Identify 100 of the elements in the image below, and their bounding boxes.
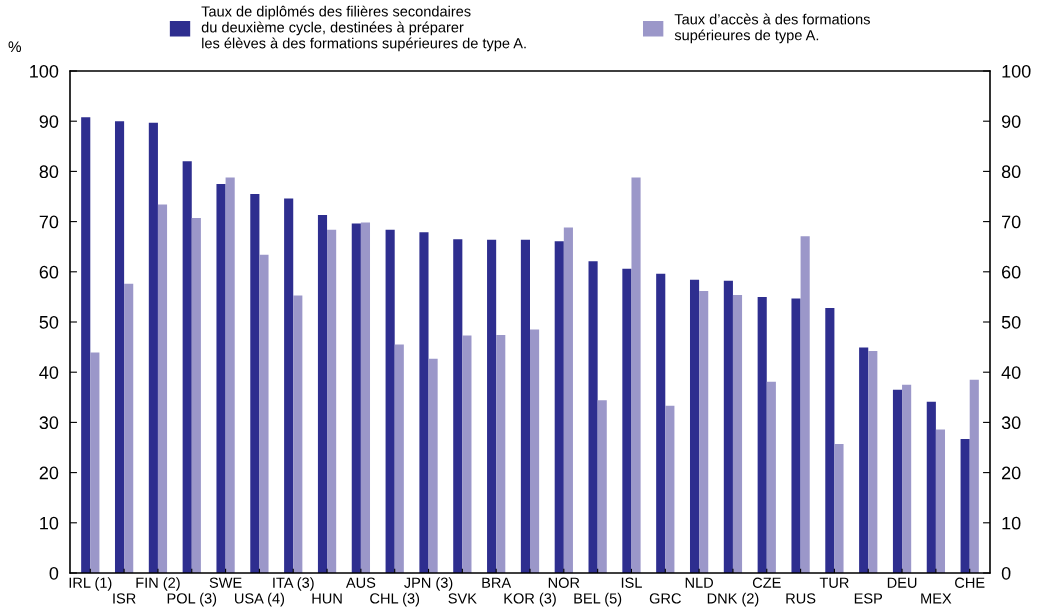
x-tick-label: ESP (854, 593, 883, 604)
legend-label: Taux d’accès à des formations supérieures de type A. (674, 13, 870, 44)
y2-tick-label: 100 (1002, 64, 1031, 78)
bar (90, 352, 100, 573)
y-tick-label: 40 (39, 366, 59, 379)
bar (360, 222, 371, 573)
bar (114, 121, 125, 573)
y2-tick-label: 30 (1001, 416, 1021, 430)
bar (124, 283, 134, 573)
y2-tick-label: 20 (1002, 466, 1021, 480)
bar (699, 290, 709, 573)
x-tick-label: JPN (3) (404, 577, 453, 591)
y2-tick-label: 90 (1001, 115, 1021, 128)
bar (892, 389, 903, 573)
bar (859, 347, 869, 573)
legend-label: Taux de diplômés des filières secondaires du deuxième cycle, destinées à préparer les élèves à des formations supérieures de type A. (201, 5, 526, 52)
x-tick-label: NOR (548, 577, 580, 588)
bar (732, 294, 743, 573)
x-tick-label: HUN (312, 593, 342, 604)
bar (926, 401, 936, 573)
bar (935, 429, 946, 573)
x-tick-label: BEL (5) (574, 592, 622, 607)
x-tick-label: NLD (685, 577, 714, 588)
x-tick-label: ISR (113, 593, 136, 604)
bar (250, 193, 260, 573)
bar (453, 239, 463, 573)
bar (351, 223, 361, 573)
x-tick-label: AUS (345, 577, 376, 588)
y-tick-label: 30 (39, 416, 59, 430)
bar (689, 279, 700, 573)
y2-tick-label: 50 (1001, 315, 1021, 329)
bar (317, 215, 328, 573)
bar (597, 400, 607, 573)
x-tick-label: SVK (448, 593, 477, 604)
y2-tick-label: 60 (1002, 265, 1021, 279)
bar (259, 254, 269, 573)
y-tick-label: 20 (39, 466, 59, 480)
bar (225, 177, 235, 573)
x-tick-label: CHL (3) (370, 592, 420, 607)
x-tick-label: CHE (955, 577, 985, 588)
bar (394, 344, 404, 573)
x-tick-label: ITA (3) (273, 577, 314, 591)
bar (969, 379, 979, 573)
y-axis-title: % (8, 41, 22, 53)
y2-tick-label: 40 (1001, 366, 1021, 379)
bar (157, 204, 168, 573)
bar (293, 295, 303, 573)
bar (554, 241, 564, 573)
y-tick-label: 0 (49, 566, 59, 580)
bar (622, 268, 632, 573)
bar (428, 358, 438, 573)
bar (791, 298, 801, 573)
bar (327, 229, 337, 573)
bar (960, 438, 970, 573)
x-tick-label: MEX (921, 593, 952, 604)
x-tick-label: BRA (482, 577, 512, 588)
x-tick-label: DNK (2) (707, 592, 759, 607)
bar (148, 122, 158, 573)
x-tick-label: GRC (649, 593, 681, 604)
bar (419, 232, 429, 573)
bar (530, 329, 540, 573)
y-tick-label: 50 (39, 315, 59, 329)
y-tick-label: 60 (39, 265, 59, 279)
y2-tick-label: 80 (1001, 165, 1021, 179)
bar (834, 443, 844, 573)
bar (902, 384, 912, 573)
bar (800, 236, 810, 573)
y2-tick-label: 10 (1002, 516, 1021, 530)
y-tick-label: 90 (39, 115, 59, 128)
x-tick-label: SWE (209, 577, 242, 588)
bar (723, 280, 733, 573)
y-tick-label: 80 (39, 165, 59, 179)
bar (487, 239, 497, 573)
x-tick-label: RUS (786, 593, 816, 604)
bar (825, 307, 835, 573)
bar (520, 239, 530, 573)
y-tick-label: 10 (40, 516, 59, 530)
x-tick-label: FIN (2) (136, 577, 180, 591)
bar (631, 177, 641, 573)
bar (656, 273, 666, 573)
bar (766, 381, 776, 573)
bar (588, 261, 598, 573)
x-tick-label: CZE (752, 577, 781, 588)
x-tick-label: USA (4) (235, 592, 285, 607)
x-tick-label: POL (3) (167, 592, 217, 607)
y2-tick-label: 70 (1002, 215, 1021, 229)
x-tick-label: TUR (819, 577, 849, 588)
y-tick-label: 100 (30, 64, 59, 78)
bar (216, 183, 226, 573)
bar (191, 218, 201, 573)
bar (182, 161, 192, 573)
bar (665, 405, 675, 573)
x-tick-label: ISL (621, 577, 642, 588)
bar (757, 296, 767, 573)
bar (868, 351, 878, 573)
bar (385, 229, 395, 573)
x-tick-label: IRL (1) (69, 577, 112, 591)
bar (462, 335, 472, 573)
y2-tick-label: 0 (1001, 566, 1011, 580)
bar (563, 227, 573, 573)
